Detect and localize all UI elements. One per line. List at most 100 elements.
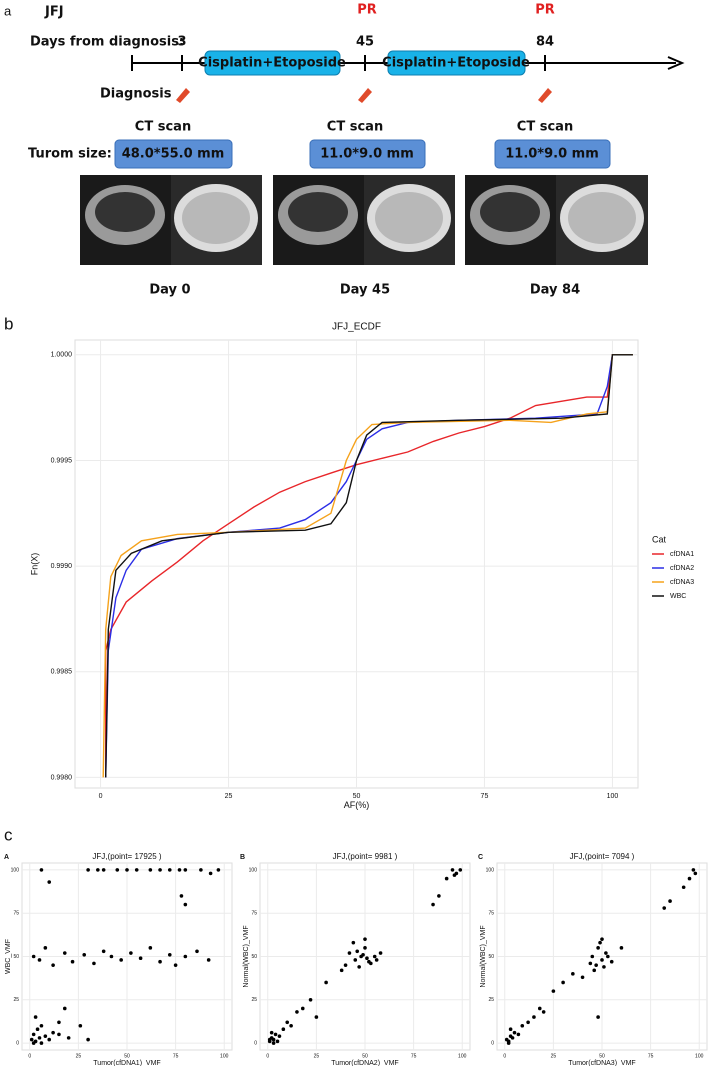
point (506, 1041, 511, 1045)
point (43, 1034, 48, 1038)
x-tick-label: 75 (481, 793, 489, 800)
point (512, 1030, 517, 1035)
x-tick-label: 75 (648, 1053, 654, 1059)
tube-icon (538, 88, 552, 103)
point (532, 1015, 536, 1019)
point (458, 868, 463, 872)
x-tick-label: 0 (266, 1053, 269, 1059)
ct-pair (465, 175, 648, 265)
point (541, 1010, 546, 1014)
point (285, 1020, 290, 1025)
y-tick-label: 50 (251, 954, 257, 960)
ecdf-line (105, 354, 633, 778)
point (596, 946, 600, 950)
point (82, 952, 87, 957)
scan-day: Day 0 (149, 283, 190, 298)
point (109, 954, 114, 959)
y-tick-label: 0.9980 (51, 774, 73, 781)
x-tick-label: 0 (503, 1053, 506, 1059)
point (206, 958, 211, 962)
response: PR (357, 3, 377, 18)
point (588, 961, 593, 966)
point (600, 958, 604, 962)
point (39, 1023, 44, 1028)
point (29, 1037, 34, 1042)
point (269, 1030, 274, 1035)
point (148, 946, 153, 950)
point (289, 1023, 293, 1028)
y-tick-label: 25 (251, 997, 257, 1003)
point (314, 1015, 319, 1019)
point (267, 1037, 272, 1042)
point (62, 1006, 67, 1011)
point (351, 940, 356, 945)
x-tick-label: 100 (458, 1053, 467, 1059)
point (604, 951, 608, 955)
point (148, 868, 153, 872)
point (668, 899, 672, 903)
point (444, 876, 449, 881)
x-tick-label: 0 (28, 1053, 31, 1059)
point (520, 1023, 525, 1028)
point (681, 885, 686, 890)
point (96, 868, 100, 872)
point (39, 1041, 44, 1045)
y-tick-label: 100 (249, 867, 258, 873)
point (295, 1010, 299, 1014)
point (450, 868, 455, 872)
point (51, 963, 55, 967)
tube-icon (176, 88, 190, 103)
point (167, 868, 172, 872)
panel-label: a (4, 3, 12, 18)
point (372, 954, 377, 959)
y-tick-label: 0 (491, 1040, 494, 1046)
y-tick-label: 0.9985 (51, 669, 73, 676)
legend-label: cfDNA2 (670, 565, 694, 572)
point (437, 894, 441, 898)
point (78, 1023, 83, 1028)
point (308, 997, 313, 1002)
point (66, 1036, 71, 1040)
point (580, 975, 585, 980)
point (590, 954, 595, 959)
day: 3 (177, 35, 186, 50)
point (31, 954, 36, 959)
panel-a: a JFJ PR PR Days from diagnosis: 3 45 84… (4, 3, 685, 298)
day: 45 (356, 35, 374, 50)
point (62, 951, 67, 955)
point (216, 868, 221, 872)
y-tick-label: 100 (11, 867, 20, 873)
treatment: Cisplatin+Etoposide (198, 56, 346, 71)
point (183, 868, 188, 872)
legend-label: WBC (670, 593, 686, 600)
point (606, 954, 610, 959)
x-tick-label: 100 (695, 1053, 704, 1059)
x-tick-label: 0 (99, 793, 103, 800)
point (275, 1039, 280, 1044)
point (92, 961, 96, 966)
point (271, 1037, 276, 1042)
point (363, 937, 367, 941)
point (363, 946, 367, 950)
point (134, 868, 139, 872)
point (33, 1015, 38, 1019)
point (37, 1036, 42, 1040)
response: PR (535, 3, 555, 18)
y-tick-label: 1.0000 (51, 352, 73, 359)
point (179, 894, 184, 898)
point (343, 963, 348, 967)
ecdf-line (105, 354, 633, 778)
point (598, 940, 602, 945)
point (177, 868, 182, 872)
point (35, 1027, 40, 1032)
point (619, 946, 624, 950)
scan-day: Day 84 (530, 283, 580, 298)
point (378, 951, 383, 955)
x-axis-label: Tumor(cfDNA3)_VMF (568, 1060, 635, 1066)
arrow-head (667, 56, 685, 70)
x-tick-label: 100 (220, 1053, 229, 1059)
point (43, 946, 48, 950)
charts: b JFJ_ECDF 0 25 50 75 100 0.9980 0.9985 0.9990 0.9… (4, 314, 708, 1066)
chart-title: JFJ,(point= 9981 ) (333, 852, 398, 861)
ecdf-line (102, 354, 633, 778)
